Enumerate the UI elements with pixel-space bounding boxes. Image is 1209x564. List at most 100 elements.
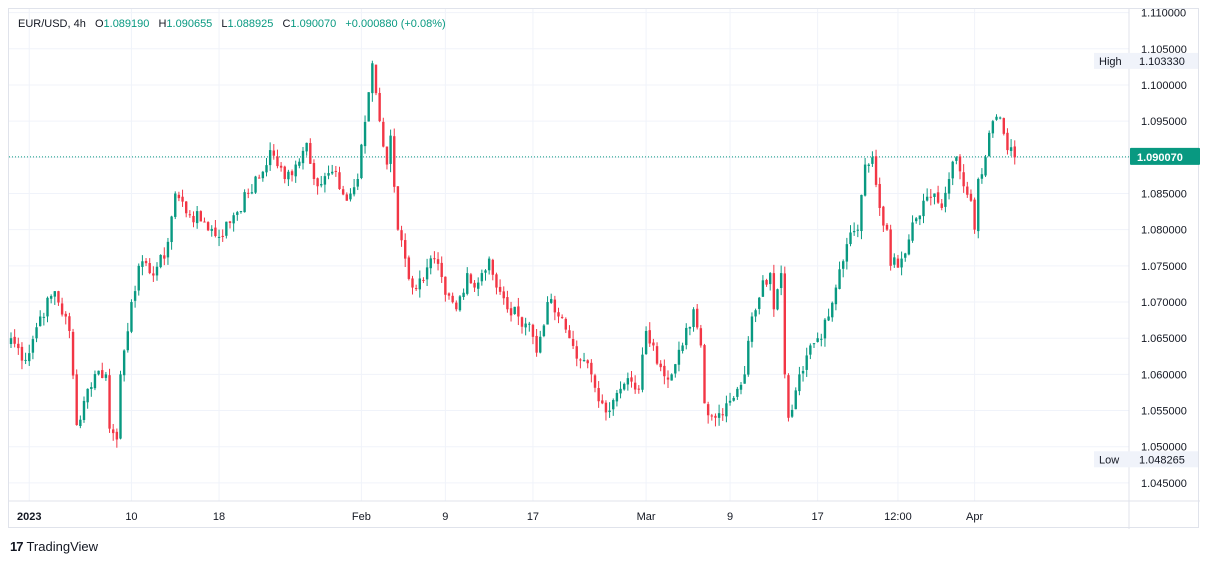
- candle-body: [477, 282, 480, 289]
- candle-body: [812, 343, 816, 345]
- price-axis[interactable]: 1.1100001.1050001.1000001.0950001.090000…: [1141, 9, 1187, 490]
- candle-body: [940, 203, 943, 208]
- candle-body: [849, 232, 852, 245]
- candle-body: [524, 323, 527, 328]
- candle-body: [878, 183, 881, 208]
- candle-body: [666, 377, 670, 380]
- y-tick-label: 1.060000: [1141, 369, 1187, 381]
- candle-body: [247, 192, 250, 194]
- candle-body: [451, 295, 454, 303]
- candle-body: [714, 415, 717, 418]
- candle-body: [42, 316, 46, 318]
- low-value: 1.088925: [227, 18, 274, 30]
- candle-body: [805, 355, 808, 370]
- candle-body: [137, 265, 140, 291]
- candle-body: [546, 302, 549, 325]
- candle-body: [619, 388, 622, 394]
- candle-body: [557, 312, 560, 317]
- candle-body: [20, 346, 24, 361]
- candle-body: [71, 331, 75, 376]
- candle-body: [290, 171, 294, 176]
- candle-body: [363, 121, 367, 147]
- candle-body: [433, 258, 436, 260]
- low-marker: Low 1.048265: [1094, 451, 1198, 468]
- candle-body: [685, 327, 688, 346]
- y-tick-label: 1.105000: [1141, 44, 1187, 56]
- candle-body: [947, 179, 951, 194]
- price-chart[interactable]: 1.1100001.1050001.1000001.0950001.090000…: [9, 9, 1200, 529]
- candle-body: [867, 164, 870, 166]
- candle-body: [309, 143, 312, 164]
- candle-body: [520, 317, 524, 327]
- candle-body: [495, 274, 498, 288]
- candle-body: [28, 353, 31, 362]
- candle-body: [411, 278, 414, 288]
- candle-body: [750, 316, 754, 342]
- close-key: C: [282, 18, 291, 30]
- candle-body: [772, 273, 776, 310]
- candle-body: [298, 161, 301, 166]
- candle-body: [112, 429, 115, 434]
- x-tick-label: 10: [125, 511, 137, 523]
- candle-body: [575, 346, 578, 359]
- candle-body: [962, 172, 965, 187]
- high-value: 1.090655: [166, 18, 213, 30]
- chart-frame[interactable]: 1.1100001.1050001.1000001.0950001.090000…: [8, 8, 1200, 529]
- candle-body: [1002, 118, 1005, 134]
- candle-body: [623, 383, 626, 390]
- candle-body: [765, 280, 768, 285]
- candle-body: [754, 310, 757, 317]
- candle-body: [630, 377, 633, 382]
- y-tick-label: 1.095000: [1141, 116, 1187, 128]
- candle-body: [696, 308, 699, 328]
- candle-body: [608, 410, 611, 413]
- y-tick-label: 1.100000: [1141, 80, 1187, 92]
- candle-body: [528, 323, 531, 325]
- candle-body: [192, 215, 195, 223]
- x-tick-label: Feb: [352, 511, 371, 523]
- candle-body: [564, 318, 567, 330]
- candle-body: [798, 374, 801, 392]
- candle-body: [739, 384, 743, 390]
- candle-body: [633, 382, 637, 390]
- candle-body: [24, 359, 27, 361]
- candle-body: [210, 228, 213, 231]
- candle-body: [783, 273, 786, 375]
- candle-body: [995, 116, 998, 120]
- candle-body: [911, 222, 914, 241]
- change-value: +0.000880 (+0.08%): [345, 18, 446, 30]
- y-tick-label: 1.070000: [1141, 297, 1187, 309]
- candle-body: [586, 360, 589, 364]
- last-price-badge: 1.090070: [1130, 147, 1200, 165]
- candle-body: [944, 192, 947, 207]
- candle-body: [779, 273, 783, 288]
- candle-body: [206, 222, 210, 231]
- candle-body: [86, 388, 89, 403]
- candle-body: [531, 324, 535, 337]
- candle-body: [82, 400, 86, 420]
- candle-body: [820, 338, 823, 340]
- candle-body: [13, 336, 16, 344]
- candle-body: [170, 216, 173, 243]
- candle-body: [790, 409, 794, 417]
- candle-body: [601, 400, 604, 404]
- candle-body: [341, 189, 345, 195]
- candle-body: [163, 255, 166, 259]
- candle-body: [860, 194, 863, 232]
- tradingview-watermark[interactable]: 17 TradingView: [10, 539, 98, 554]
- candle-body: [966, 186, 969, 195]
- candle-body: [60, 303, 64, 315]
- candle-body: [998, 117, 1002, 119]
- candle-body: [615, 392, 619, 402]
- candle-body: [356, 179, 359, 187]
- candle-body: [429, 258, 432, 269]
- candles[interactable]: [9, 60, 1016, 448]
- candle-body: [418, 278, 421, 290]
- candle-body: [331, 171, 334, 174]
- time-axis[interactable]: 2023 10 18 Feb 9 17 Mar 9 17 12:00 Apr: [17, 511, 983, 523]
- candle-body: [436, 259, 440, 264]
- candle-body: [404, 240, 407, 259]
- candle-body: [323, 176, 327, 185]
- candle-body: [579, 359, 582, 361]
- candle-body: [955, 157, 958, 161]
